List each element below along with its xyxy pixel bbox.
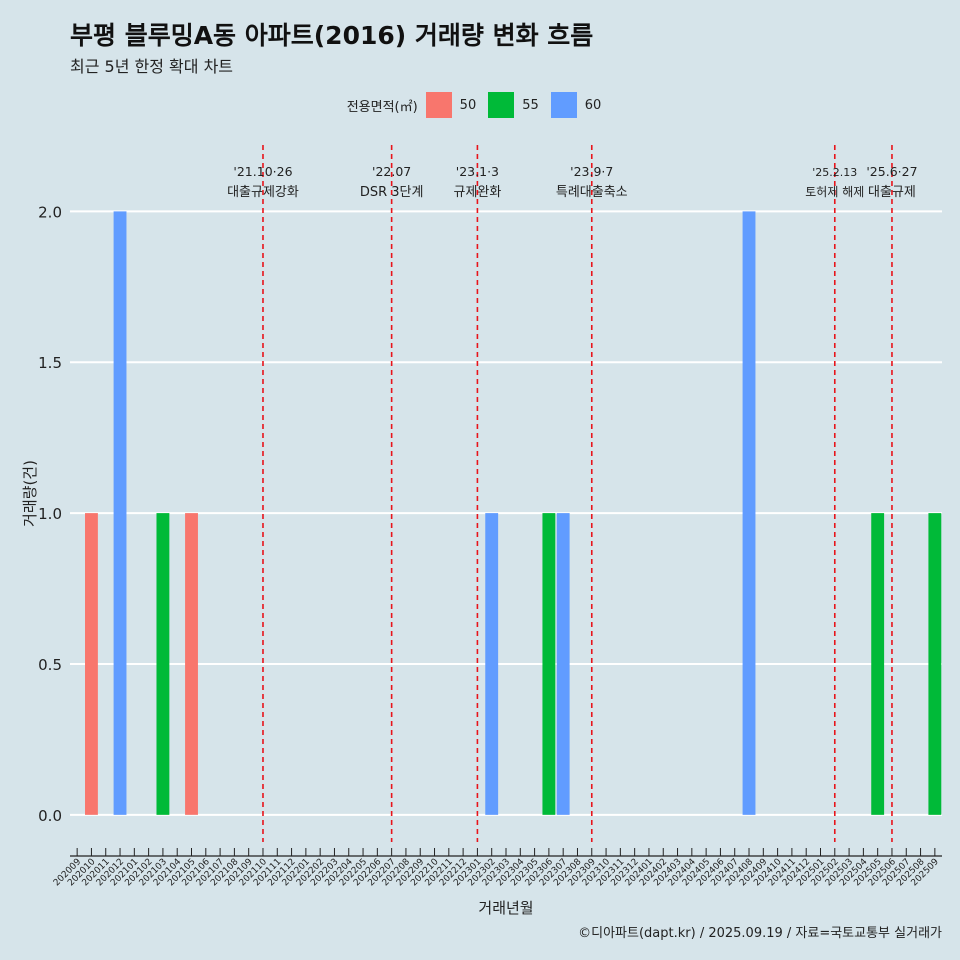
annotation-text: DSR 3단계 xyxy=(360,185,424,200)
annotation-text: 대출규제 xyxy=(868,185,916,200)
y-tick-label: 2.0 xyxy=(38,203,62,221)
bar-55-202509 xyxy=(928,513,942,815)
bar-60-202302 xyxy=(485,513,499,815)
bar-50-202010 xyxy=(85,513,98,815)
bar-55-202306 xyxy=(542,513,556,815)
legend-label-50: 50 xyxy=(459,97,477,113)
bar-60-202307 xyxy=(556,513,570,815)
legend-item-60: 60 xyxy=(550,92,602,118)
y-axis-title: 거래량(건) xyxy=(21,460,39,527)
chart-subtitle: 최근 5년 한정 확대 차트 xyxy=(70,57,234,76)
annotation-text: 규제완화 xyxy=(453,185,501,200)
annotation-date: '23.9·7 xyxy=(570,164,613,179)
legend-title: 전용면적(㎡) xyxy=(346,99,418,115)
bar-55-202505 xyxy=(871,513,885,815)
y-tick-label: 0.0 xyxy=(38,807,62,825)
bar-55-202103 xyxy=(156,513,170,815)
legend-label-60: 60 xyxy=(584,97,602,113)
legend-swatch-50 xyxy=(425,92,452,118)
legend-item-55: 55 xyxy=(488,92,539,118)
y-tick-label: 1.5 xyxy=(38,354,62,372)
annotation-text: 토허제 해제 xyxy=(805,185,864,199)
legend: 전용면적(㎡) 50 55 60 xyxy=(0,92,960,118)
legend-swatch-55 xyxy=(488,92,515,118)
bar-60-202012 xyxy=(113,211,127,815)
annotation-text: 대출규제강화 xyxy=(227,185,299,200)
annotation-date: '22.07 xyxy=(372,164,411,179)
x-axis-title: 거래년월 xyxy=(478,899,533,917)
bar-50-202105 xyxy=(185,513,198,815)
chart-caption: ©디아파트(dapt.kr) / 2025.09.19 / 자료=국토교통부 실… xyxy=(578,926,942,941)
y-tick-label: 1.0 xyxy=(38,505,62,523)
y-tick-label: 0.5 xyxy=(38,656,62,674)
legend-swatch-60 xyxy=(550,92,577,118)
legend-item-50: 50 xyxy=(425,92,477,118)
chart-title: 부평 블루밍A동 아파트(2016) 거래량 변화 흐름 xyxy=(70,21,594,50)
legend-label-55: 55 xyxy=(522,97,539,113)
annotation-date: '25.6·27 xyxy=(866,164,917,179)
annotation-text: 특례대출축소 xyxy=(556,185,628,200)
annotation-date: '21.10·26 xyxy=(233,164,292,179)
annotation-date: '25.2.13 xyxy=(812,166,857,179)
annotation-date: '23.1·3 xyxy=(456,164,499,179)
bar-60-202408 xyxy=(742,211,756,815)
